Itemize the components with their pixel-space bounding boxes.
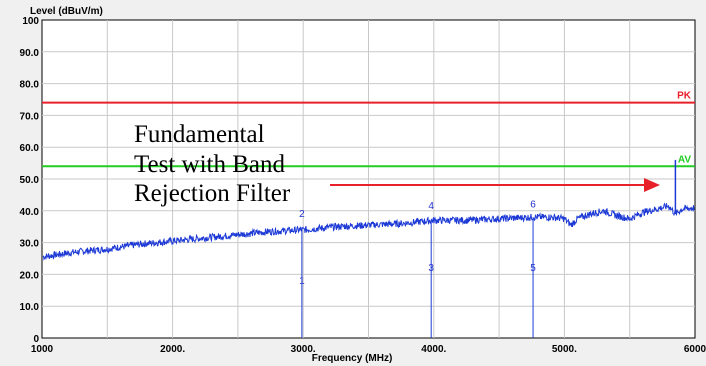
- limit-lines: PK AV: [42, 91, 695, 168]
- x-tick-label: 5000.: [552, 344, 577, 355]
- annotation-line-1: Fundamental: [134, 121, 265, 148]
- marker-label-6: 6: [530, 200, 536, 211]
- limit-label-pk: PK: [677, 91, 692, 102]
- grid-lines: [42, 20, 695, 338]
- y-tick-label: 0: [33, 334, 39, 345]
- y-tick-label: 50.0: [20, 175, 40, 186]
- annotation-arrow-head: [644, 178, 660, 192]
- y-tick-label: 40.0: [20, 207, 40, 218]
- y-axis-title: Level (dBuV/m): [30, 6, 103, 17]
- x-axis-title: Frequency (MHz): [312, 353, 393, 364]
- x-tick-label: 1000: [31, 344, 54, 355]
- tick-labels: 1000 2000. 3000. 4000. 5000. 6000 0 10.0 20.0 30.…: [20, 16, 706, 355]
- marker-label-4: 4: [428, 201, 434, 212]
- x-tick-label: 3000.: [291, 344, 316, 355]
- annotation: Fundamental Test with Band Rejection Fil…: [134, 121, 660, 207]
- y-tick-label: 30.0: [20, 239, 40, 250]
- annotation-line-3: Rejection Filter: [134, 180, 291, 207]
- y-tick-label: 20.0: [20, 270, 40, 281]
- marker-label-1: 1: [299, 276, 305, 287]
- y-tick-label: 10.0: [20, 302, 40, 313]
- y-tick-label: 70.0: [20, 111, 40, 122]
- measurement-trace: [42, 159, 695, 261]
- x-tick-label: 4000.: [421, 344, 446, 355]
- marker-label-3: 3: [428, 263, 434, 274]
- marker-group: 1 2 3 4 5 6: [299, 200, 536, 338]
- limit-label-av: AV: [678, 154, 691, 165]
- x-tick-label: 6000: [684, 344, 706, 355]
- marker-label-2: 2: [299, 209, 305, 220]
- marker-label-5: 5: [530, 263, 536, 274]
- x-tick-label: 2000.: [160, 344, 185, 355]
- y-tick-label: 60.0: [20, 143, 40, 154]
- annotation-line-2: Test with Band: [134, 151, 286, 178]
- trace-line: [42, 202, 695, 261]
- y-tick-label: 90.0: [20, 48, 40, 59]
- y-tick-label: 80.0: [20, 80, 40, 91]
- y-tick-label: 100: [22, 16, 39, 27]
